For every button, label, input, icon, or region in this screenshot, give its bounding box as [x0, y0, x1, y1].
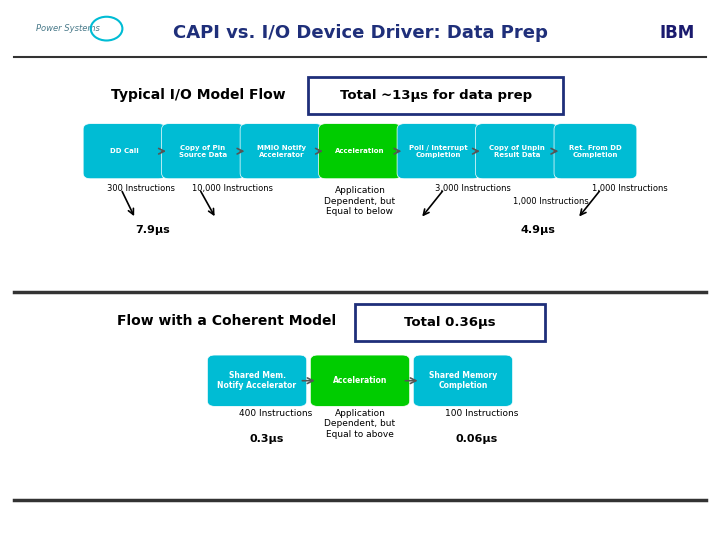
FancyBboxPatch shape	[475, 124, 559, 179]
Text: 3,000 Instructions: 3,000 Instructions	[435, 184, 510, 193]
FancyBboxPatch shape	[413, 355, 513, 406]
Text: CAPI vs. I/O Device Driver: Data Prep: CAPI vs. I/O Device Driver: Data Prep	[173, 24, 547, 42]
Text: MMIO Notify
Accelerator: MMIO Notify Accelerator	[257, 145, 306, 158]
Text: Acceleration: Acceleration	[336, 148, 384, 154]
Text: 1,000 Instructions: 1,000 Instructions	[513, 197, 589, 206]
Text: 10,000 Instructions: 10,000 Instructions	[192, 184, 274, 193]
Text: Poll / Interrupt
Completion: Poll / Interrupt Completion	[409, 145, 468, 158]
Text: Power Systems: Power Systems	[36, 24, 100, 33]
Text: 7.9µs: 7.9µs	[135, 225, 170, 235]
Text: Total ~13µs for data prep: Total ~13µs for data prep	[340, 89, 531, 102]
Text: Application
Dependent, but
Equal to above: Application Dependent, but Equal to abov…	[325, 409, 395, 438]
Text: DD Call: DD Call	[110, 148, 139, 154]
Text: 0.06µs: 0.06µs	[456, 434, 498, 444]
Text: 0.3µs: 0.3µs	[250, 434, 284, 444]
FancyBboxPatch shape	[84, 124, 166, 179]
FancyBboxPatch shape	[397, 124, 480, 179]
Text: Shared Mem.
Notify Accelerator: Shared Mem. Notify Accelerator	[217, 371, 297, 390]
Text: Acceleration: Acceleration	[333, 376, 387, 385]
Text: 400 Instructions: 400 Instructions	[239, 409, 312, 418]
Text: 300 Instructions: 300 Instructions	[107, 184, 174, 193]
Text: Copy of Pin
Source Data: Copy of Pin Source Data	[179, 145, 227, 158]
Text: IBM: IBM	[660, 24, 695, 42]
Text: 100 Instructions: 100 Instructions	[445, 409, 518, 418]
Text: 4.9µs: 4.9µs	[521, 225, 555, 235]
Text: Flow with a Coherent Model: Flow with a Coherent Model	[117, 314, 336, 328]
FancyBboxPatch shape	[240, 124, 323, 179]
FancyBboxPatch shape	[161, 124, 244, 179]
Text: Application
Dependent, but
Equal to below: Application Dependent, but Equal to belo…	[325, 186, 395, 216]
FancyBboxPatch shape	[207, 355, 307, 406]
FancyBboxPatch shape	[310, 355, 410, 406]
Text: Shared Memory
Completion: Shared Memory Completion	[429, 371, 497, 390]
FancyBboxPatch shape	[554, 124, 636, 179]
Text: Copy of Unpin
Result Data: Copy of Unpin Result Data	[489, 145, 545, 158]
FancyBboxPatch shape	[308, 77, 563, 114]
Text: Typical I/O Model Flow: Typical I/O Model Flow	[111, 87, 285, 102]
FancyBboxPatch shape	[355, 304, 546, 341]
FancyBboxPatch shape	[319, 124, 402, 179]
Text: Total 0.36µs: Total 0.36µs	[404, 316, 496, 329]
Text: Ret. From DD
Completion: Ret. From DD Completion	[569, 145, 622, 158]
Text: 1,000 Instructions: 1,000 Instructions	[592, 184, 667, 193]
